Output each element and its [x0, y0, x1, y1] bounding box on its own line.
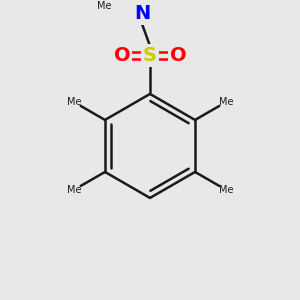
Text: Me: Me [97, 1, 111, 11]
Text: Me: Me [219, 97, 233, 107]
Text: Me: Me [219, 185, 233, 195]
Text: O: O [170, 46, 186, 65]
Text: Me: Me [67, 185, 81, 195]
Text: N: N [134, 4, 150, 23]
Text: O: O [114, 46, 130, 65]
Text: S: S [143, 46, 157, 65]
Text: Me: Me [67, 97, 81, 107]
